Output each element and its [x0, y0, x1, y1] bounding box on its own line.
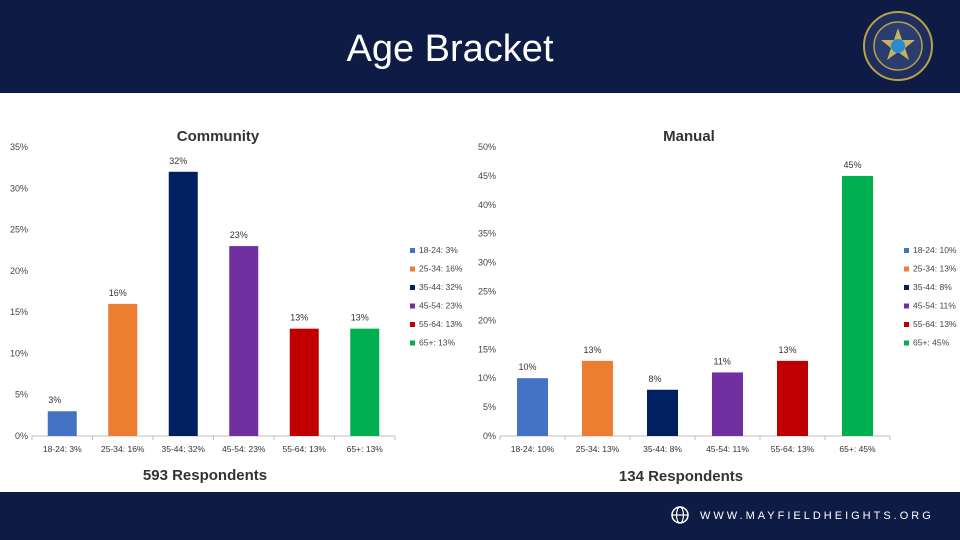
manual-category-label: 45-54: 11% [706, 444, 749, 454]
community-bar [350, 328, 380, 436]
community-bar [47, 411, 77, 436]
manual-legend-label: 25-34: 13% [913, 264, 957, 274]
manual-chart-title: Manual [663, 128, 715, 145]
manual-legend-label: 35-44: 8% [913, 282, 952, 292]
community-legend-label: 65+: 13% [419, 338, 456, 348]
manual-ytick-label: 0% [483, 431, 496, 441]
manual-data-label: 13% [779, 345, 797, 355]
manual-category-label: 25-34: 13% [576, 444, 620, 454]
community-legend-swatch [410, 266, 415, 272]
header-bar: Age Bracket [0, 0, 960, 93]
manual-legend-swatch [904, 303, 909, 309]
manual-legend-swatch [904, 266, 909, 272]
community-respondents: 593 Respondents [143, 467, 267, 484]
community-category-label: 55-64: 13% [283, 444, 327, 454]
manual-category-label: 55-64: 13% [771, 444, 815, 454]
community-data-label: 23% [230, 230, 248, 240]
manual-legend-label: 45-54: 11% [913, 301, 956, 311]
manual-legend-swatch [904, 248, 909, 253]
manual-bar [582, 360, 613, 436]
community-legend-swatch [410, 285, 415, 290]
community-bar [229, 246, 259, 436]
manual-legend-swatch [904, 322, 909, 327]
website-link[interactable]: WWW.MAYFIELDHEIGHTS.ORG [700, 510, 934, 522]
community-legend-swatch [410, 322, 415, 327]
community-legend-label: 35-44: 32% [419, 282, 463, 292]
manual-bar [712, 372, 743, 436]
community-legend-label: 45-54: 23% [419, 301, 463, 311]
manual-category-label: 65+: 45% [839, 444, 876, 454]
manual-legend-swatch [904, 340, 909, 346]
community-chart: Community 0% 5% 10% 15% 20% 25% 30% 35% 3% 16% 32… [10, 128, 463, 484]
community-bar [289, 328, 319, 436]
community-data-label: 16% [109, 288, 127, 298]
community-category-label: 45-54: 23% [222, 444, 266, 454]
manual-data-label: 13% [584, 345, 602, 355]
manual-bar [647, 389, 678, 436]
community-ytick-label: 35% [10, 142, 28, 152]
manual-ytick-label: 10% [478, 373, 496, 383]
manual-data-label: 45% [844, 160, 862, 170]
community-category-label: 65+: 13% [347, 444, 384, 454]
manual-category-label: 35-44: 8% [643, 444, 682, 454]
community-category-label: 25-34: 16% [101, 444, 145, 454]
community-ytick-label: 5% [15, 390, 28, 400]
manual-legend-label: 65+: 45% [913, 338, 950, 348]
manual-legend-swatch [904, 285, 909, 290]
manual-legend-label: 18-24: 10% [913, 245, 957, 255]
community-legend-label: 25-34: 16% [419, 264, 463, 274]
community-legend-swatch [410, 340, 415, 346]
community-ytick-label: 10% [10, 348, 28, 358]
page-title: Age Bracket [346, 28, 554, 70]
manual-ytick-label: 15% [478, 344, 496, 354]
manual-ytick-label: 30% [478, 258, 496, 268]
community-data-label: 13% [351, 313, 369, 323]
community-data-label: 3% [48, 395, 61, 405]
community-ytick-label: 30% [10, 183, 28, 193]
community-chart-title: Community [177, 128, 260, 145]
manual-ytick-label: 40% [478, 200, 496, 210]
manual-chart: Manual 0% 5% 10% 15% 20% 25% 30% 35% 40% 45% 50% 1… [478, 128, 957, 485]
manual-legend-label: 55-64: 13% [913, 319, 957, 329]
manual-data-label: 8% [649, 374, 662, 384]
community-data-label: 13% [290, 313, 308, 323]
community-ytick-label: 20% [10, 266, 28, 276]
community-legend-label: 18-24: 3% [419, 245, 458, 255]
manual-respondents: 134 Respondents [619, 468, 743, 485]
city-seal-icon [863, 11, 933, 81]
community-ytick-label: 15% [10, 307, 28, 317]
footer-bar: WWW.MAYFIELDHEIGHTS.ORG [0, 492, 960, 540]
community-bar [168, 171, 198, 436]
globe-icon [671, 506, 689, 524]
community-category-label: 18-24: 3% [43, 444, 82, 454]
manual-bar [517, 378, 548, 436]
manual-ytick-label: 35% [478, 229, 496, 239]
manual-data-label: 11% [714, 356, 731, 366]
manual-ytick-label: 45% [478, 171, 496, 181]
community-legend-swatch [410, 303, 415, 309]
manual-ytick-label: 20% [478, 315, 496, 325]
manual-ytick-label: 5% [483, 402, 496, 412]
community-ytick-label: 25% [10, 225, 28, 235]
manual-category-label: 18-24: 10% [511, 444, 555, 454]
manual-bar [777, 360, 808, 436]
community-ytick-label: 0% [15, 431, 28, 441]
age-bracket-charts: Community 0% 5% 10% 15% 20% 25% 30% 35% 3% 16% 32… [10, 128, 957, 485]
manual-data-label: 10% [519, 362, 537, 372]
manual-ytick-label: 25% [478, 287, 496, 297]
community-category-label: 35-44: 32% [162, 444, 206, 454]
community-legend-label: 55-64: 13% [419, 319, 463, 329]
community-legend-swatch [410, 248, 415, 253]
community-data-label: 32% [169, 156, 187, 166]
manual-bar [842, 175, 873, 436]
manual-ytick-label: 50% [478, 142, 496, 152]
community-bar [108, 303, 138, 436]
